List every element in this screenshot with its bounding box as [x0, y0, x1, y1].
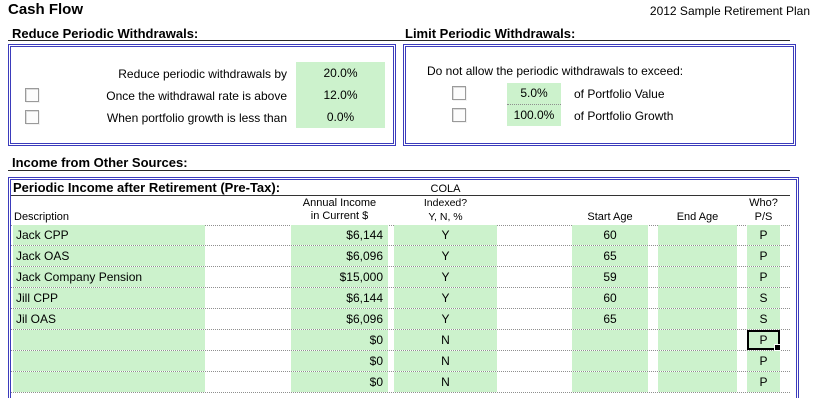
withdrawal-rate-checkbox[interactable] [25, 88, 39, 102]
annual-income-cell[interactable]: $6,096 [291, 246, 388, 266]
who-cell[interactable]: S [747, 309, 780, 329]
withdrawal-rate-value-cell[interactable]: 12.0% [296, 84, 385, 107]
col-header-annual-income-1: Annual Income [302, 197, 377, 209]
limit-withdrawals-heading: Limit Periodic Withdrawals: [405, 26, 576, 41]
cola-cell[interactable]: N [394, 372, 497, 392]
end-age-cell[interactable] [658, 267, 737, 287]
col-header-cola: COLA [430, 183, 461, 195]
annual-income-cell[interactable]: $6,144 [291, 288, 388, 308]
description-cell[interactable]: Jack CPP [13, 225, 205, 245]
cola-cell[interactable]: N [394, 351, 497, 371]
plan-name: 2012 Sample Retirement Plan [649, 4, 810, 18]
limit-withdrawals-box: Do not allow the periodic withdrawals to… [403, 44, 796, 146]
income-table-title: Periodic Income after Retirement (Pre-Ta… [11, 180, 790, 196]
reduce-withdrawals-heading: Reduce Periodic Withdrawals: [12, 26, 199, 41]
end-age-cell[interactable] [658, 372, 737, 392]
who-cell[interactable]: P [747, 372, 780, 392]
start-age-cell[interactable] [572, 372, 648, 392]
table-row: Jack CPP $6,144 Y 60 P [11, 225, 790, 246]
description-cell[interactable]: Jack OAS [13, 246, 205, 266]
table-row: $0 N P [11, 351, 790, 372]
annual-income-cell[interactable]: $6,096 [291, 309, 388, 329]
portfolio-value-checkbox[interactable] [452, 86, 466, 100]
cola-cell[interactable]: N [394, 330, 497, 350]
end-age-cell[interactable] [658, 288, 737, 308]
withdrawal-rate-label: Once the withdrawal rate is above [106, 89, 287, 103]
col-header-ynpct: Y, N, % [428, 211, 463, 223]
col-header-ps: P/S [754, 211, 773, 223]
col-header-description: Description [14, 211, 70, 223]
description-cell[interactable]: Jill CPP [13, 288, 205, 308]
portfolio-value-pct-cell[interactable]: 5.0% [507, 83, 561, 105]
end-age-cell[interactable] [658, 246, 737, 266]
selected-who-cell[interactable]: P [747, 330, 781, 351]
cola-cell[interactable]: Y [394, 225, 497, 245]
annual-income-cell[interactable]: $15,000 [291, 267, 388, 287]
end-age-cell[interactable] [658, 225, 737, 245]
start-age-cell[interactable]: 59 [572, 267, 648, 287]
portfolio-growth-label: When portfolio growth is less than [106, 111, 287, 125]
start-age-cell[interactable]: 65 [572, 246, 648, 266]
limit-intro-label: Do not allow the periodic withdrawals to… [427, 64, 684, 78]
table-row: Jill CPP $6,144 Y 60 S [11, 288, 790, 309]
heading-underline [8, 40, 790, 41]
portfolio-growth-checkbox[interactable] [25, 110, 39, 124]
cola-cell[interactable]: Y [394, 309, 497, 329]
reduce-by-label: Reduce periodic withdrawals by [118, 67, 287, 81]
start-age-cell[interactable] [572, 351, 648, 371]
start-age-cell[interactable]: 60 [572, 288, 648, 308]
col-header-indexed: Indexed? [423, 197, 468, 209]
income-sources-heading: Income from Other Sources: [12, 155, 188, 170]
col-header-annual-income-2: in Current $ [310, 210, 369, 222]
annual-income-cell[interactable]: $0 [291, 372, 388, 392]
end-age-cell[interactable] [658, 330, 737, 350]
start-age-cell[interactable]: 60 [572, 225, 648, 245]
annual-income-cell[interactable]: $0 [291, 330, 388, 350]
cola-cell[interactable]: Y [394, 288, 497, 308]
table-row: Jil OAS $6,096 Y 65 S [11, 309, 790, 330]
reduce-withdrawals-box: Reduce periodic withdrawals by 20.0% Onc… [8, 44, 396, 146]
description-cell[interactable] [13, 351, 205, 371]
annual-income-cell[interactable]: $6,144 [291, 225, 388, 245]
cola-cell[interactable]: Y [394, 267, 497, 287]
page-title: Cash Flow [8, 1, 84, 18]
description-cell[interactable]: Jack Company Pension [13, 267, 205, 287]
portfolio-growth-pct-cell[interactable]: 100.0% [507, 105, 561, 126]
portfolio-growth-value-cell[interactable]: 0.0% [296, 106, 385, 128]
who-cell[interactable]: S [747, 288, 780, 308]
who-cell[interactable]: P [747, 225, 780, 245]
who-cell[interactable]: P [747, 267, 780, 287]
fill-handle[interactable] [774, 344, 781, 351]
end-age-cell[interactable] [658, 351, 737, 371]
cola-cell[interactable]: Y [394, 246, 497, 266]
col-header-who: Who? [749, 197, 778, 209]
col-header-end-age: End Age [676, 211, 719, 223]
col-header-start-age: Start Age [587, 211, 633, 223]
end-age-cell[interactable] [658, 309, 737, 329]
portfolio-value-label: of Portfolio Value [574, 87, 665, 101]
portfolio-growth-limit-checkbox[interactable] [452, 108, 466, 122]
annual-income-cell[interactable]: $0 [291, 351, 388, 371]
description-cell[interactable] [13, 330, 205, 350]
reduce-by-value-cell[interactable]: 20.0% [296, 62, 385, 85]
who-cell[interactable]: P [747, 246, 780, 266]
who-cell[interactable]: P [747, 351, 780, 371]
table-row: $0 N P [11, 330, 790, 351]
portfolio-growth-limit-label: of Portfolio Growth [574, 109, 674, 123]
start-age-cell[interactable] [572, 330, 648, 350]
description-cell[interactable] [13, 372, 205, 392]
start-age-cell[interactable]: 65 [572, 309, 648, 329]
income-heading-underline [8, 170, 790, 171]
table-row: $0 N P [11, 372, 790, 393]
income-table-box: Periodic Income after Retirement (Pre-Ta… [8, 177, 799, 398]
table-row: Jack OAS $6,096 Y 65 P [11, 246, 790, 267]
description-cell[interactable]: Jil OAS [13, 309, 205, 329]
table-row: Jack Company Pension $15,000 Y 59 P [11, 267, 790, 288]
